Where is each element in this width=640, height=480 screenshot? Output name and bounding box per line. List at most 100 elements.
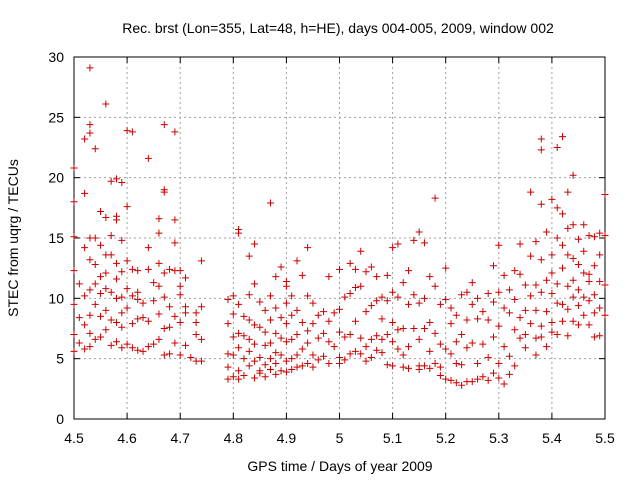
data-point (357, 350, 365, 358)
data-point (266, 292, 274, 300)
data-point (118, 178, 126, 186)
data-point (123, 285, 131, 293)
data-point (415, 335, 423, 343)
data-point (383, 271, 391, 279)
data-point (431, 329, 439, 337)
data-point (277, 367, 285, 375)
data-point (585, 321, 593, 329)
data-point (144, 343, 152, 351)
data-point (559, 133, 567, 141)
data-point (86, 129, 94, 137)
data-point (548, 328, 556, 336)
data-point (91, 261, 99, 269)
data-point (431, 194, 439, 202)
data-point (489, 298, 497, 306)
x-tick-label: 5.3 (489, 430, 509, 446)
data-point (160, 325, 168, 332)
data-point (489, 262, 497, 270)
data-point (537, 200, 545, 208)
data-point (192, 318, 200, 326)
data-point (86, 121, 94, 129)
data-point (505, 370, 513, 378)
data-point (160, 269, 168, 277)
data-point (150, 297, 158, 305)
x-tick-label: 4.5 (64, 430, 84, 446)
data-point (91, 280, 99, 288)
data-point (383, 331, 391, 339)
data-point (463, 288, 471, 296)
data-point (590, 309, 598, 317)
data-point (293, 331, 301, 339)
data-point (585, 277, 593, 285)
data-point (569, 255, 577, 263)
data-point (261, 361, 269, 369)
data-point (128, 292, 136, 300)
data-point (86, 311, 94, 319)
data-point (197, 303, 205, 311)
data-point (81, 292, 89, 300)
data-point (410, 236, 418, 244)
data-point (601, 232, 609, 240)
data-point (81, 244, 89, 252)
ticks: 4.5 4.6 4.7 4.8 4.9 5 5.1 5.2 5.3 5.4 5.5 0 5 10 15 20 2… (48, 49, 615, 446)
data-point (320, 308, 328, 316)
data-point (245, 362, 253, 370)
data-point (235, 229, 243, 237)
data-point (389, 288, 397, 296)
data-point (479, 340, 487, 348)
data-point (479, 373, 487, 381)
data-point (431, 359, 439, 367)
data-point (128, 320, 136, 328)
data-point (474, 315, 482, 323)
data-point (261, 306, 269, 314)
data-point (91, 234, 99, 242)
data-point (442, 375, 450, 383)
data-point (447, 376, 455, 384)
data-point (86, 286, 94, 294)
data-point (442, 345, 450, 353)
data-point (75, 339, 83, 347)
data-point (107, 341, 115, 349)
data-point (452, 338, 460, 346)
data-point (245, 291, 253, 299)
data-point (336, 353, 343, 361)
data-point (182, 341, 190, 349)
data-point (336, 359, 343, 367)
data-point (505, 286, 513, 294)
data-point (245, 252, 253, 260)
data-point (474, 294, 482, 302)
data-point (500, 343, 508, 351)
data-point (155, 259, 163, 267)
data-point (532, 306, 540, 314)
data-point (468, 378, 476, 386)
data-point (468, 339, 476, 347)
data-point (378, 293, 386, 301)
data-point (330, 309, 338, 317)
data-point (373, 332, 381, 340)
data-point (97, 241, 105, 249)
x-tick-label: 5.1 (383, 430, 403, 446)
data-point (389, 362, 397, 370)
data-point (585, 270, 593, 278)
data-point (288, 335, 296, 343)
data-point (484, 290, 492, 298)
data-point (266, 355, 274, 363)
data-point (309, 299, 317, 307)
data-point (320, 329, 328, 337)
data-point (527, 292, 535, 300)
data-point (569, 221, 577, 229)
data-point (251, 374, 259, 382)
data-point (171, 239, 179, 247)
data-point (282, 357, 290, 365)
data-point (123, 257, 131, 265)
data-point (144, 244, 152, 252)
data-point (574, 302, 582, 310)
data-point (548, 290, 556, 298)
data-point (357, 334, 365, 342)
data-point (394, 345, 402, 353)
data-point (197, 335, 205, 343)
data-point (415, 228, 423, 236)
data-point (601, 311, 609, 319)
data-point (495, 241, 503, 249)
data-point (559, 241, 567, 249)
